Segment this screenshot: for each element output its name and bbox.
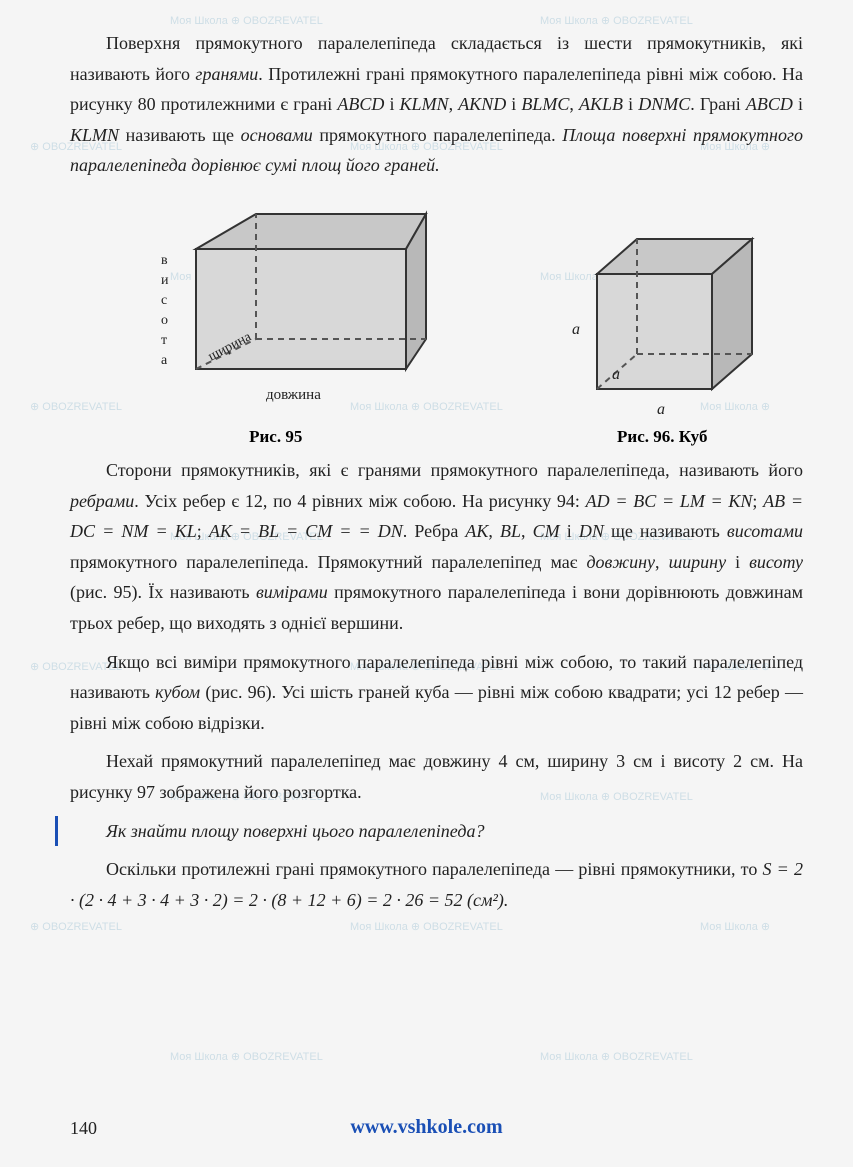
text: прямокутного паралелепіпеда. Прямокутний… — [70, 552, 586, 572]
math: CM — [533, 521, 560, 541]
math: BLMC — [521, 94, 569, 114]
math: ABCD — [337, 94, 384, 114]
paragraph-1: Поверхня прямокутного паралелепіпеда скл… — [70, 28, 803, 181]
math: AKND — [458, 94, 506, 114]
term: висоту — [749, 552, 803, 572]
text: , — [488, 521, 500, 541]
term: ширину — [669, 552, 727, 572]
figure-95: в и с о т а ширина довжина Рис. 95 — [106, 199, 446, 447]
term: висотами — [727, 521, 803, 541]
paragraph-2: Сторони прямокутників, які є гранями пря… — [70, 455, 803, 639]
text: і — [726, 552, 749, 572]
math: DNMC — [638, 94, 690, 114]
text: ; — [752, 491, 763, 511]
paragraph-4: Нехай прямокутний паралелепіпед має довж… — [70, 746, 803, 807]
text: , — [569, 94, 579, 114]
math: AKLB — [579, 94, 623, 114]
text: . Грані — [690, 94, 746, 114]
text: прямокутного паралелепіпеда. — [313, 125, 563, 145]
paragraph-5: Оскільки протилежні грані прямокутного п… — [70, 854, 803, 915]
text: . Усіх ребер є 12, по 4 рівних між собою… — [134, 491, 585, 511]
math: AK — [465, 521, 488, 541]
text: ; — [197, 521, 209, 541]
term: кубом — [155, 682, 200, 702]
cube-svg: a a a — [557, 219, 767, 419]
text: , — [449, 94, 459, 114]
question-block: Як знайти площу поверхні цього паралелеп… — [70, 816, 803, 847]
text: Нехай прямокутний паралелепіпед має довж… — [70, 751, 803, 802]
watermark: Моя Школа ⊕ OBOZREVATEL — [540, 1050, 693, 1063]
math: AD = BC = LM = KN — [586, 491, 753, 511]
term: гранями — [195, 64, 258, 84]
term: довжину — [586, 552, 655, 572]
text: і — [623, 94, 638, 114]
figures-row: в и с о т а ширина довжина Рис. 95 a a — [70, 199, 803, 447]
footer-link[interactable]: www.vshkole.com — [350, 1116, 502, 1139]
fig96-caption: Рис. 96. Куб — [617, 427, 707, 447]
text: називають ще — [119, 125, 241, 145]
svg-text:а: а — [161, 353, 168, 368]
parallelepiped-svg: в и с о т а ширина довжина — [106, 199, 446, 419]
fig95-caption: Рис. 95 — [249, 427, 302, 447]
svg-text:о: о — [161, 313, 168, 328]
svg-text:с: с — [161, 293, 167, 308]
text: . Ребра — [403, 521, 466, 541]
text: і — [384, 94, 399, 114]
svg-text:в: в — [161, 253, 168, 268]
math: ABCD — [746, 94, 793, 114]
text: (рис. 95). Їх називають — [70, 582, 256, 602]
math: DN — [579, 521, 604, 541]
math: AK = BL = CM = = DN — [209, 521, 403, 541]
text: і — [560, 521, 579, 541]
term: основами — [241, 125, 313, 145]
math: BL — [500, 521, 521, 541]
figure-96: a a a Рис. 96. Куб — [557, 219, 767, 447]
text: і — [506, 94, 521, 114]
page-number: 140 — [70, 1118, 97, 1139]
question-text: Як знайти площу поверхні цього паралелеп… — [70, 816, 803, 847]
text: Оскільки протилежні грані прямокутного п… — [106, 859, 763, 879]
text: ще називають — [604, 521, 727, 541]
length-label: довжина — [266, 387, 321, 403]
text: , — [655, 552, 669, 572]
edge-a-left: a — [572, 321, 580, 338]
term: вимірами — [256, 582, 328, 602]
blue-marker — [55, 816, 58, 846]
svg-text:т: т — [161, 333, 167, 348]
math: KLMN — [70, 125, 119, 145]
page-content: Поверхня прямокутного паралелепіпеда скл… — [0, 0, 853, 943]
watermark: Моя Школа ⊕ OBOZREVATEL — [170, 1050, 323, 1063]
math: KLMN — [400, 94, 449, 114]
text: і — [793, 94, 803, 114]
edge-a-bottom: a — [657, 401, 665, 418]
term: ребрами — [70, 491, 134, 511]
text: , — [521, 521, 533, 541]
paragraph-3: Якщо всі виміри прямокутного паралелепіп… — [70, 647, 803, 739]
edge-a-depth: a — [612, 366, 620, 383]
text: Сторони прямокутників, які є гранями пря… — [106, 460, 803, 480]
svg-text:и: и — [161, 273, 169, 288]
